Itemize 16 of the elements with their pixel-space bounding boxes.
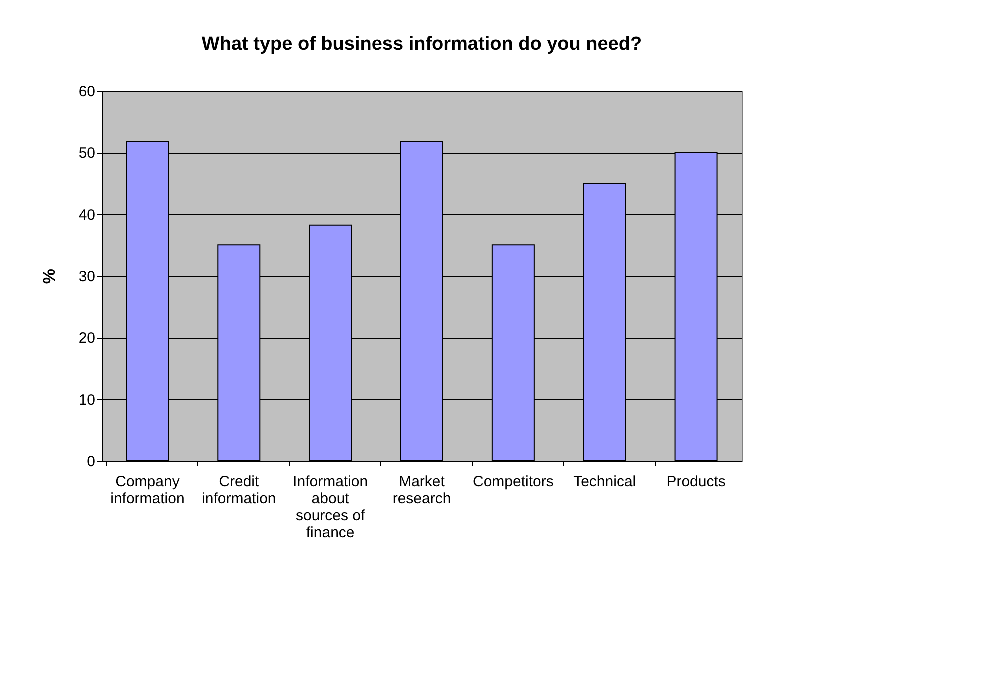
x-tick-label: Products (666, 474, 726, 490)
x-tick-label: Technical (574, 474, 636, 490)
y-tick-label: 50 (78, 145, 96, 162)
y-tick-label: 40 (78, 206, 96, 224)
y-tick-label: 10 (78, 392, 96, 409)
y-tick-label: 0 (87, 454, 96, 470)
x-tick-label: Information about sources of finance (293, 474, 368, 542)
y-tick-label: 20 (78, 330, 96, 348)
y-tick-label: 30 (78, 268, 96, 286)
chart-title: What type of business information do you need? (202, 34, 642, 55)
y-tick-label: 60 (78, 84, 96, 100)
y-axis-title: % (40, 268, 59, 284)
x-tick-label: Credit information (202, 474, 276, 508)
x-tick-label: Market research (392, 474, 452, 508)
x-tick-label: Competitors (473, 474, 554, 490)
x-tick-label: Company information (110, 474, 185, 508)
